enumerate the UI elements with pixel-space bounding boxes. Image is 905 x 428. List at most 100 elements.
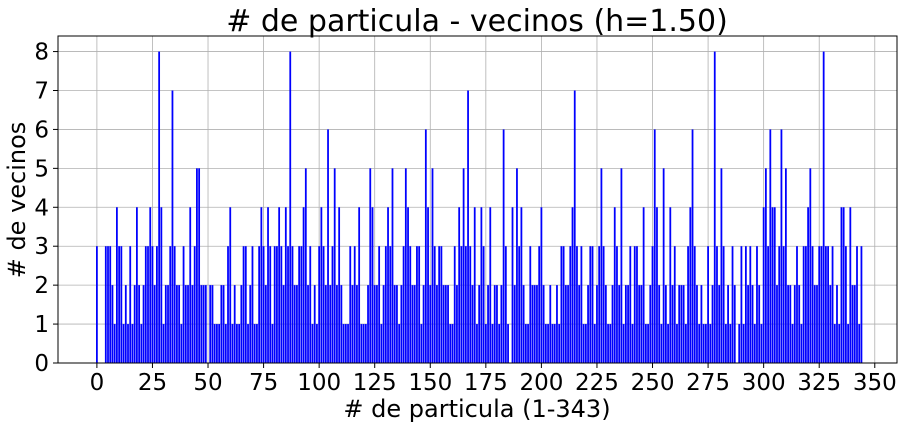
- bar: [549, 285, 552, 363]
- bar: [651, 246, 654, 363]
- bar: [262, 246, 265, 363]
- bar: [478, 285, 481, 363]
- bar: [640, 285, 643, 363]
- bar: [413, 285, 416, 363]
- bar: [220, 285, 223, 363]
- bar: [762, 207, 765, 363]
- bar: [251, 246, 254, 363]
- bar: [293, 285, 296, 363]
- bar: [267, 207, 269, 363]
- bar: [580, 246, 583, 363]
- bar: [820, 246, 823, 363]
- bar: [111, 285, 114, 363]
- bar: [676, 324, 678, 363]
- bar: [516, 168, 518, 363]
- bar: [313, 285, 316, 363]
- y-tick-label: 0: [34, 351, 49, 377]
- bar: [356, 285, 358, 363]
- bar: [320, 207, 323, 363]
- bar: [822, 51, 825, 363]
- bar: [633, 246, 636, 363]
- bar: [189, 207, 192, 363]
- bar: [682, 285, 685, 363]
- bar: [282, 285, 285, 363]
- bar: [667, 324, 669, 363]
- bar: [740, 246, 743, 363]
- bar: [724, 324, 727, 363]
- bar: [324, 285, 327, 363]
- bar: [542, 285, 545, 363]
- bar: [609, 324, 612, 363]
- x-tick-label: 100: [297, 370, 341, 396]
- bar: [493, 285, 496, 363]
- bar: [307, 285, 309, 363]
- bar: [733, 285, 736, 363]
- bar: [304, 168, 307, 363]
- bar: [224, 324, 227, 363]
- bar: [476, 324, 478, 363]
- bar: [607, 324, 609, 363]
- bar: [618, 285, 621, 363]
- bar: [469, 246, 472, 363]
- bar: [487, 285, 489, 363]
- bar: [309, 246, 312, 363]
- bar: [687, 246, 689, 363]
- bar: [160, 207, 163, 363]
- bar: [122, 324, 125, 363]
- bar: [162, 324, 165, 363]
- bar: [511, 207, 514, 363]
- bar: [231, 324, 234, 363]
- bar: [747, 285, 749, 363]
- x-tick-label: 0: [90, 370, 105, 396]
- bar: [791, 324, 794, 363]
- bar: [484, 324, 487, 363]
- bar: [753, 324, 756, 363]
- bar: [184, 285, 187, 363]
- bar: [622, 324, 625, 363]
- x-tick-label: 225: [575, 370, 619, 396]
- bar: [578, 285, 581, 363]
- bar: [200, 285, 203, 363]
- bar: [538, 246, 541, 363]
- bar: [167, 285, 169, 363]
- bar: [391, 168, 394, 363]
- bar: [240, 285, 243, 363]
- bar: [218, 324, 221, 363]
- bar: [718, 285, 721, 363]
- bar: [689, 207, 692, 363]
- bar: [376, 285, 378, 363]
- bar: [702, 324, 705, 363]
- bar: [680, 285, 683, 363]
- bar: [824, 246, 827, 363]
- bar: [829, 285, 832, 363]
- x-tick-label: 175: [464, 370, 508, 396]
- bar: [151, 246, 154, 363]
- x-tick-label: 300: [742, 370, 786, 396]
- bar: [109, 246, 112, 363]
- bar: [698, 324, 701, 363]
- bar: [616, 246, 618, 363]
- x-tick-label: 75: [249, 370, 278, 396]
- bar: [256, 324, 258, 363]
- bar: [260, 207, 263, 363]
- bar: [649, 285, 652, 363]
- bar: [584, 324, 587, 363]
- bar: [833, 324, 836, 363]
- y-tick-label: 7: [34, 79, 49, 105]
- bar: [467, 90, 469, 363]
- bar: [653, 129, 656, 363]
- x-tick-label: 275: [686, 370, 730, 396]
- bar: [696, 285, 698, 363]
- bar: [247, 324, 249, 363]
- bar: [831, 246, 834, 363]
- bar: [138, 285, 141, 363]
- bar: [136, 207, 138, 363]
- bar: [233, 285, 236, 363]
- bar: [187, 285, 189, 363]
- bar: [289, 51, 292, 363]
- bar: [156, 246, 158, 363]
- bar: [536, 285, 538, 363]
- bar: [562, 246, 565, 363]
- bar: [258, 246, 261, 363]
- bar: [216, 324, 218, 363]
